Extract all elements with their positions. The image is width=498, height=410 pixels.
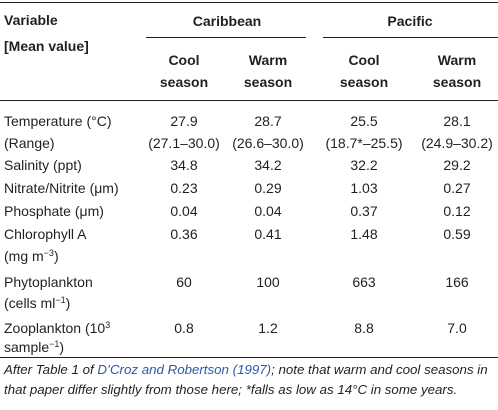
row-label-chlorophyll-unit: (mg m−3) (4, 248, 59, 264)
cell-temp-pac-cool: 25.5 (350, 113, 378, 129)
row-label-phytoplankton: Phytoplankton (4, 274, 93, 290)
cell-zoo-pac-warm: 7.0 (447, 320, 467, 336)
header-mean-value: [Mean value] (4, 38, 89, 54)
table-top-rule (0, 2, 498, 3)
cell-phyto-carib-cool: 60 (176, 274, 192, 290)
cell-nit-pac-cool: 1.03 (350, 180, 378, 196)
header-carib-cool-season: season (159, 74, 209, 90)
cell-chl-carib-warm: 0.41 (254, 226, 282, 242)
cell-range-pac-warm: (24.9–30.2) (421, 135, 493, 151)
cell-nit-carib-warm: 0.29 (254, 180, 282, 196)
row-label-phosphate: Phosphate (μm) (4, 203, 104, 219)
row-label-zooplankton: Zooplankton (103 (4, 320, 111, 336)
header-variable: Variable (4, 12, 58, 28)
citation-link[interactable]: D’Croz and Robertson (1997) (97, 362, 272, 377)
cell-sal-carib-warm: 34.2 (254, 157, 282, 173)
cell-zoo-pac-cool: 8.8 (354, 320, 374, 336)
cell-temp-carib-cool: 27.9 (170, 113, 198, 129)
row-label-zooplankton-unit: sample−1) (4, 339, 65, 355)
row-label-temperature: Temperature (°C) (4, 113, 112, 129)
cell-chl-pac-cool: 1.48 (350, 226, 378, 242)
header-caribbean: Caribbean (192, 13, 262, 29)
header-pacific: Pacific (387, 13, 433, 29)
table-bottom-rule (0, 357, 498, 358)
cell-temp-carib-warm: 28.7 (254, 113, 282, 129)
cell-phos-pac-cool: 0.37 (350, 203, 378, 219)
header-carib-warm: Warm (248, 52, 288, 68)
header-carib-cool: Cool (168, 52, 200, 68)
cell-zoo-carib-warm: 1.2 (258, 320, 278, 336)
header-pac-cool: Cool (348, 52, 380, 68)
cell-range-carib-cool: (27.1–30.0) (148, 135, 220, 151)
cell-chl-carib-cool: 0.36 (170, 226, 198, 242)
cell-chl-pac-warm: 0.59 (443, 226, 471, 242)
row-label-phytoplankton-unit: (cells ml−1) (4, 295, 71, 311)
header-carib-warm-season: season (243, 74, 293, 90)
cell-phos-carib-warm: 0.04 (254, 203, 282, 219)
cell-range-carib-warm: (26.6–30.0) (232, 135, 304, 151)
cell-phos-carib-cool: 0.04 (170, 203, 198, 219)
row-label-salinity: Salinity (ppt) (4, 157, 82, 173)
row-label-chlorophyll: Chlorophyll A (4, 226, 87, 242)
table-footnote: After Table 1 of D’Croz and Robertson (1… (4, 362, 488, 397)
header-pac-cool-season: season (339, 74, 389, 90)
pacific-span-rule (323, 37, 498, 38)
row-label-range: (Range) (4, 135, 55, 151)
caribbean-span-rule (146, 37, 306, 38)
cell-sal-pac-cool: 32.2 (350, 157, 378, 173)
cell-sal-pac-warm: 29.2 (443, 157, 471, 173)
cell-nit-carib-cool: 0.23 (170, 180, 198, 196)
cell-phyto-pac-cool: 663 (352, 274, 376, 290)
cell-phyto-carib-warm: 100 (256, 274, 280, 290)
cell-temp-pac-warm: 28.1 (443, 113, 471, 129)
cell-range-pac-cool: (18.7*–25.5) (325, 135, 403, 151)
cell-sal-carib-cool: 34.8 (170, 157, 198, 173)
header-bottom-rule (0, 100, 498, 101)
cell-nit-pac-warm: 0.27 (443, 180, 471, 196)
cell-phos-pac-warm: 0.12 (443, 203, 471, 219)
row-label-nitrate: Nitrate/Nitrite (μm) (4, 180, 119, 196)
header-pac-warm: Warm (437, 52, 477, 68)
cell-phyto-pac-warm: 166 (445, 274, 469, 290)
cell-zoo-carib-cool: 0.8 (174, 320, 194, 336)
header-pac-warm-season: season (432, 74, 482, 90)
